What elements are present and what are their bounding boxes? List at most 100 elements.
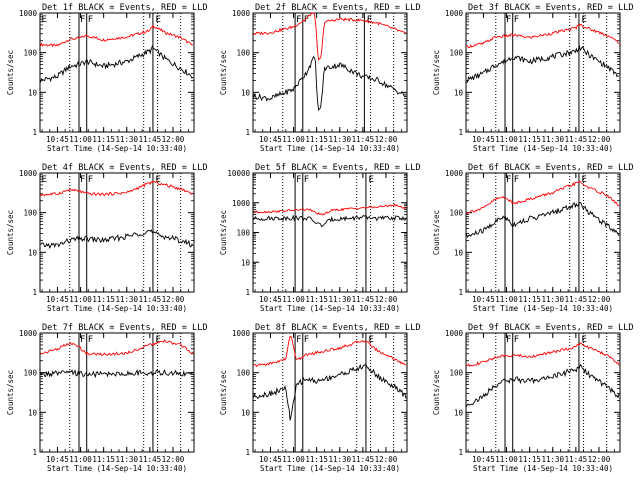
x-tick-label: 12:00 [588, 295, 611, 304]
event-marker-label: E [368, 335, 373, 345]
events-series-line [40, 45, 194, 83]
x-tick-label: 11:00 [282, 455, 305, 464]
y-tick-label: 1000 [19, 9, 38, 18]
x-tick-label: 12:00 [162, 295, 185, 304]
chart-panel: Det 7f BLACK = Events, RED = LLD 1 10 100 10… [6, 323, 208, 473]
x-tick-label: 10:45 [472, 295, 495, 304]
x-tick-label: 12:00 [375, 455, 398, 464]
y-tick-label: 100 [449, 209, 463, 218]
chart-panel: Det 4f BLACK = Events, RED = LLD 1 10 100 10… [6, 163, 208, 313]
event-marker-label: E [155, 175, 160, 185]
plot-frame [252, 12, 408, 133]
x-tick-label: 11:00 [495, 455, 518, 464]
y-tick-label: 10 [241, 408, 251, 417]
x-tick-label: 11:30 [541, 455, 564, 464]
y-tick-label: 1000 [19, 329, 38, 338]
y-tick-label: 100 [449, 369, 463, 378]
event-marker-label: F [296, 15, 301, 25]
y-tick-label: 100 [449, 49, 463, 58]
lld-series-line [253, 335, 407, 368]
events-series-line [253, 55, 407, 112]
x-tick-label: 11:45 [352, 295, 375, 304]
y-tick-label: 100 [23, 209, 37, 218]
chart-title: Det 1f BLACK = Events, RED = LLD [42, 3, 208, 13]
x-tick-label: 10:45 [259, 135, 282, 144]
x-tick-label: 11:15 [92, 455, 115, 464]
y-tick-label: 10000 [227, 169, 250, 178]
y-axis-label: Counts/sec [432, 210, 441, 255]
y-tick-label: 10 [454, 88, 464, 97]
chart-panel: Det 5f BLACK = Events, RED = LLD 1 10 100 10… [219, 163, 421, 313]
plot-frame [465, 12, 621, 133]
y-tick-label: 1 [458, 288, 463, 297]
event-marker-label: F [296, 335, 301, 345]
x-tick-label: 11:00 [495, 295, 518, 304]
x-tick-label: 10:45 [46, 455, 69, 464]
event-marker-label: F [88, 335, 93, 345]
event-marker-label: F [506, 175, 511, 185]
x-tick-label: 11:00 [69, 135, 92, 144]
y-tick-label: 1000 [232, 199, 251, 208]
x-tick-label: 11:30 [115, 455, 138, 464]
y-tick-label: 1 [32, 128, 37, 137]
x-tick-label: 11:15 [305, 455, 328, 464]
event-marker-label: F [80, 175, 85, 185]
lld-series-line [40, 24, 194, 48]
x-axis-label: Start Time (14-Sep-14 10:33:40) [260, 464, 400, 473]
x-tick-label: 11:30 [115, 135, 138, 144]
event-marker-label: F [88, 15, 93, 25]
plot-frame [252, 172, 408, 293]
y-tick-label: 100 [23, 49, 37, 58]
y-tick-label: 1000 [232, 9, 251, 18]
x-tick-label: 12:00 [588, 135, 611, 144]
x-tick-label: 11:15 [92, 295, 115, 304]
chart-title: Det 4f BLACK = Events, RED = LLD [42, 163, 208, 173]
event-marker-label: E [155, 15, 160, 25]
y-tick-label: 100 [23, 369, 37, 378]
x-tick-label: 11:15 [518, 295, 541, 304]
x-tick-label: 11:45 [565, 295, 588, 304]
event-marker-label: F [304, 335, 309, 345]
x-tick-label: 11:30 [541, 295, 564, 304]
x-tick-label: 11:45 [565, 455, 588, 464]
event-marker-label: E [581, 15, 586, 25]
event-marker-label: F [304, 175, 309, 185]
y-axis-label: Counts/sec [6, 210, 15, 255]
x-tick-label: 12:00 [375, 135, 398, 144]
event-marker-label: E [368, 175, 373, 185]
lld-series-line [40, 339, 194, 357]
x-axis-label: Start Time (14-Sep-14 10:33:40) [473, 144, 613, 153]
event-marker-label: E [42, 15, 47, 25]
x-tick-label: 10:45 [259, 295, 282, 304]
y-tick-label: 1000 [232, 329, 251, 338]
x-tick-label: 11:15 [518, 135, 541, 144]
chart-title: Det 2f BLACK = Events, RED = LLD [255, 3, 421, 13]
x-tick-label: 11:30 [541, 135, 564, 144]
x-tick-label: 12:00 [162, 135, 185, 144]
y-axis-label: Counts/sec [6, 50, 15, 95]
y-tick-label: 1000 [445, 169, 464, 178]
chart-panel: Det 1f BLACK = Events, RED = LLD 1 10 100 10… [6, 3, 208, 153]
x-tick-label: 10:45 [472, 455, 495, 464]
x-tick-label: 11:45 [139, 295, 162, 304]
x-tick-label: 12:00 [588, 455, 611, 464]
event-marker-label: F [80, 335, 85, 345]
chart-title: Det 3f BLACK = Events, RED = LLD [468, 3, 634, 13]
x-axis-label: Start Time (14-Sep-14 10:33:40) [47, 304, 187, 313]
chart-title: Det 7f BLACK = Events, RED = LLD [42, 323, 208, 333]
x-tick-label: 10:45 [472, 135, 495, 144]
event-marker-label: F [514, 15, 519, 25]
x-tick-label: 11:15 [92, 135, 115, 144]
event-marker-label: F [80, 15, 85, 25]
events-series-line [40, 229, 194, 250]
events-series-line [466, 363, 620, 407]
plot-frame [465, 332, 621, 453]
chart-title: Det 6f BLACK = Events, RED = LLD [468, 163, 634, 173]
x-tick-label: 11:30 [328, 455, 351, 464]
chart-title: Det 8f BLACK = Events, RED = LLD [255, 323, 421, 333]
events-series-line [253, 214, 407, 228]
events-series-line [466, 201, 620, 238]
y-tick-label: 1 [32, 288, 37, 297]
x-tick-label: 11:30 [328, 135, 351, 144]
events-series-line [253, 363, 407, 421]
